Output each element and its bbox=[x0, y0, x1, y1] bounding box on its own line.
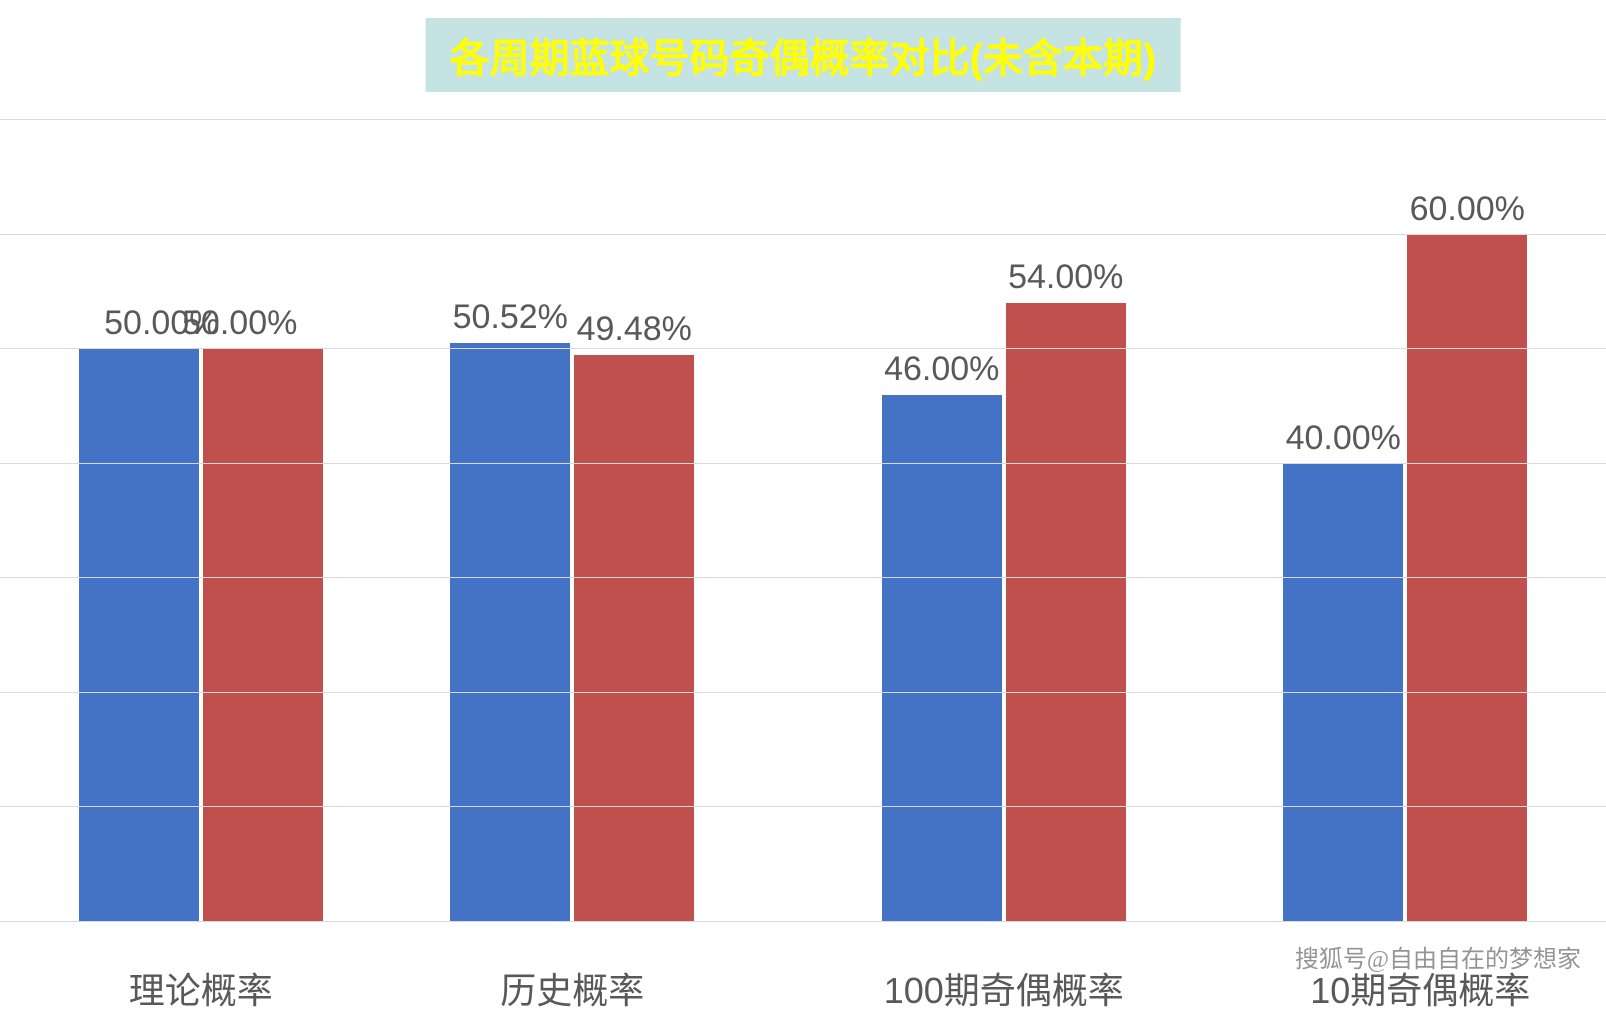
bar-group: 50.00%50.00% bbox=[0, 120, 402, 922]
gridline bbox=[0, 692, 1606, 693]
bar-even: 50.00% bbox=[203, 349, 323, 922]
gridline bbox=[0, 348, 1606, 349]
bar-even: 54.00% bbox=[1006, 303, 1126, 922]
bar-value-label: 54.00% bbox=[1008, 258, 1123, 297]
bar-odd: 50.52% bbox=[450, 343, 570, 922]
chart-container: 各周期蓝球号码奇偶概率对比(未含本期) 50.00%50.00%50.52%49… bbox=[0, 0, 1606, 1032]
bar-value-label: 46.00% bbox=[884, 350, 999, 389]
bar-odd: 50.00% bbox=[79, 349, 199, 922]
bar-value-label: 40.00% bbox=[1286, 419, 1401, 458]
gridline bbox=[0, 119, 1606, 120]
gridline bbox=[0, 577, 1606, 578]
bar-group: 46.00%54.00% bbox=[803, 120, 1205, 922]
bars-wrapper: 50.00%50.00%50.52%49.48%46.00%54.00%40.0… bbox=[0, 120, 1606, 922]
gridline bbox=[0, 234, 1606, 235]
bar-even: 49.48% bbox=[574, 355, 694, 922]
x-axis-label: 理论概率 bbox=[0, 962, 402, 1014]
chart-title: 各周期蓝球号码奇偶概率对比(未含本期) bbox=[426, 18, 1181, 92]
bar-odd: 46.00% bbox=[882, 395, 1002, 922]
bar-value-label: 50.52% bbox=[453, 298, 568, 337]
watermark-text: 搜狐号@自由自在的梦想家 bbox=[1295, 939, 1581, 974]
gridline bbox=[0, 806, 1606, 807]
x-axis-label: 历史概率 bbox=[372, 962, 774, 1014]
bar-value-label: 60.00% bbox=[1410, 190, 1525, 229]
bar-value-label: 49.48% bbox=[577, 310, 692, 349]
gridline bbox=[0, 921, 1606, 922]
gridline bbox=[0, 463, 1606, 464]
bar-value-label: 50.00% bbox=[182, 304, 297, 343]
bar-group: 50.52%49.48% bbox=[372, 120, 774, 922]
x-axis-label: 100期奇偶概率 bbox=[803, 962, 1205, 1014]
bar-group: 40.00%60.00% bbox=[1205, 120, 1606, 922]
bar-even: 60.00% bbox=[1407, 235, 1527, 922]
plot-area: 50.00%50.00%50.52%49.48%46.00%54.00%40.0… bbox=[0, 120, 1606, 922]
